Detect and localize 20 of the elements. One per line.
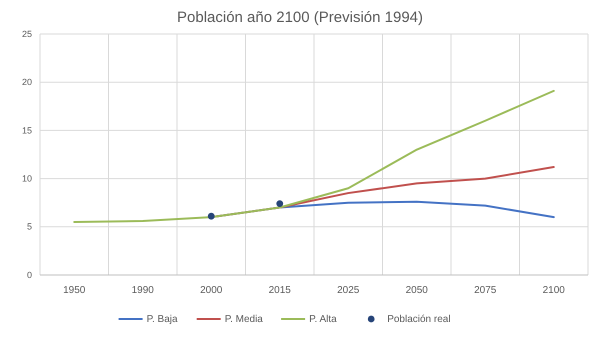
chart-title: Población año 2100 (Previsión 1994) <box>177 9 424 26</box>
legend-label: P. Alta <box>309 314 338 326</box>
line-series <box>73 90 555 223</box>
x-tick-label: 2025 <box>337 285 360 296</box>
y-tick-label: 15 <box>22 125 32 136</box>
y-tick-label: 25 <box>22 28 32 39</box>
y-tick-label: 0 <box>26 270 32 280</box>
x-tick-label: 1990 <box>132 285 154 296</box>
legend-label: Población real <box>387 314 451 326</box>
x-tick-label: 2075 <box>474 285 497 296</box>
x-tick-label: 2050 <box>406 285 428 296</box>
x-tick-label: 2015 <box>268 285 292 296</box>
y-tick-label: 20 <box>22 77 32 88</box>
x-tick-label: 2000 <box>200 285 223 296</box>
y-tick-label: 5 <box>26 222 32 232</box>
x-tick-label: 2100 <box>542 285 566 296</box>
legend-label: P. Media <box>224 314 264 326</box>
x-tick-label: 1950 <box>63 285 86 296</box>
legend-label: P. Baja <box>146 314 178 326</box>
y-tick-label: 10 <box>22 173 32 184</box>
